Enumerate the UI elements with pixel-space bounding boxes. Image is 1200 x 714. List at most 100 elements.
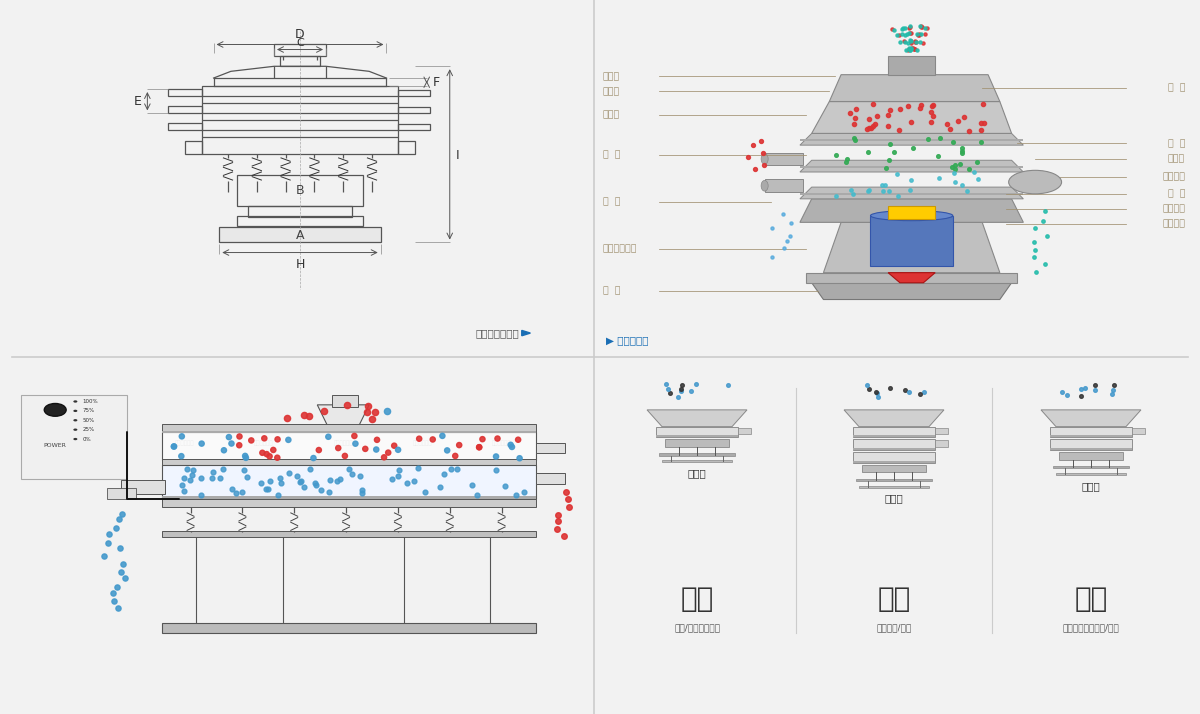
- Text: 双层式: 双层式: [1081, 481, 1100, 491]
- Bar: [536, 443, 565, 453]
- Point: [1104, 384, 1123, 396]
- Point: [778, 236, 797, 247]
- Point: [448, 463, 467, 475]
- Point: [1037, 230, 1056, 241]
- Point: [178, 463, 197, 475]
- Text: 颗粒/粉末准确分级: 颗粒/粉末准确分级: [674, 623, 720, 633]
- Point: [236, 452, 256, 463]
- Point: [929, 150, 948, 161]
- Bar: [162, 499, 536, 507]
- Point: [859, 383, 878, 395]
- Point: [884, 146, 904, 158]
- Point: [115, 573, 134, 584]
- Text: 网  架: 网 架: [1168, 139, 1186, 148]
- Point: [547, 523, 566, 534]
- Point: [943, 136, 962, 148]
- Point: [215, 445, 234, 456]
- Text: 25%: 25%: [83, 427, 95, 432]
- Point: [846, 112, 865, 124]
- Point: [946, 159, 965, 171]
- Point: [859, 114, 878, 125]
- Point: [898, 29, 917, 40]
- Point: [1075, 383, 1094, 394]
- Point: [827, 149, 846, 161]
- Point: [434, 468, 454, 479]
- Point: [898, 37, 917, 49]
- Text: 束  环: 束 环: [602, 151, 620, 160]
- Point: [910, 102, 929, 114]
- Bar: [162, 496, 536, 499]
- Point: [899, 22, 918, 34]
- Bar: [331, 395, 358, 406]
- Point: [893, 22, 912, 34]
- Point: [260, 475, 280, 486]
- Point: [838, 154, 857, 165]
- Text: H: H: [295, 258, 305, 271]
- Point: [916, 23, 935, 34]
- Point: [268, 433, 287, 445]
- Point: [358, 406, 377, 418]
- Point: [278, 434, 298, 446]
- Point: [910, 29, 929, 40]
- Ellipse shape: [44, 403, 66, 416]
- Bar: [870, 216, 953, 266]
- Point: [344, 431, 364, 442]
- Text: 弹  簧: 弹 簧: [602, 198, 620, 207]
- Point: [900, 21, 919, 32]
- Point: [271, 473, 290, 484]
- Point: [858, 146, 877, 158]
- Text: 筛  盘: 筛 盘: [1168, 189, 1186, 198]
- Point: [920, 116, 940, 127]
- Bar: [202, 120, 398, 130]
- Point: [404, 475, 424, 486]
- Point: [502, 439, 521, 451]
- Point: [922, 100, 941, 111]
- Bar: [168, 123, 202, 130]
- Bar: [853, 436, 935, 438]
- Bar: [162, 432, 536, 461]
- Point: [292, 476, 311, 487]
- Text: 下部重锤: 下部重锤: [1162, 219, 1186, 228]
- Bar: [121, 480, 164, 494]
- Bar: [764, 179, 803, 192]
- Point: [180, 474, 199, 486]
- Bar: [162, 623, 536, 633]
- Point: [901, 117, 920, 129]
- Bar: [656, 436, 738, 438]
- Bar: [274, 44, 326, 56]
- Point: [841, 184, 860, 196]
- Point: [863, 99, 882, 110]
- Point: [253, 447, 272, 458]
- Point: [254, 433, 274, 444]
- Point: [781, 217, 800, 228]
- Bar: [656, 427, 738, 438]
- Point: [899, 44, 918, 55]
- Point: [554, 530, 574, 541]
- Point: [857, 124, 876, 135]
- Point: [844, 188, 863, 199]
- Bar: [72, 455, 92, 462]
- Point: [1052, 386, 1072, 398]
- Point: [109, 513, 128, 525]
- Point: [900, 44, 919, 56]
- Point: [859, 123, 878, 134]
- Bar: [202, 86, 398, 96]
- Point: [901, 37, 920, 49]
- Polygon shape: [823, 222, 1000, 273]
- Bar: [162, 466, 536, 499]
- Point: [222, 483, 241, 495]
- Point: [894, 35, 913, 46]
- Point: [290, 477, 310, 488]
- Text: B: B: [295, 184, 305, 197]
- Bar: [1052, 466, 1129, 468]
- Point: [755, 159, 774, 171]
- Point: [192, 489, 211, 501]
- Point: [774, 208, 793, 220]
- Point: [880, 138, 899, 149]
- Point: [257, 483, 276, 495]
- Point: [899, 28, 918, 39]
- Bar: [738, 428, 751, 434]
- Bar: [236, 176, 364, 206]
- Bar: [800, 193, 1024, 195]
- Point: [385, 440, 404, 451]
